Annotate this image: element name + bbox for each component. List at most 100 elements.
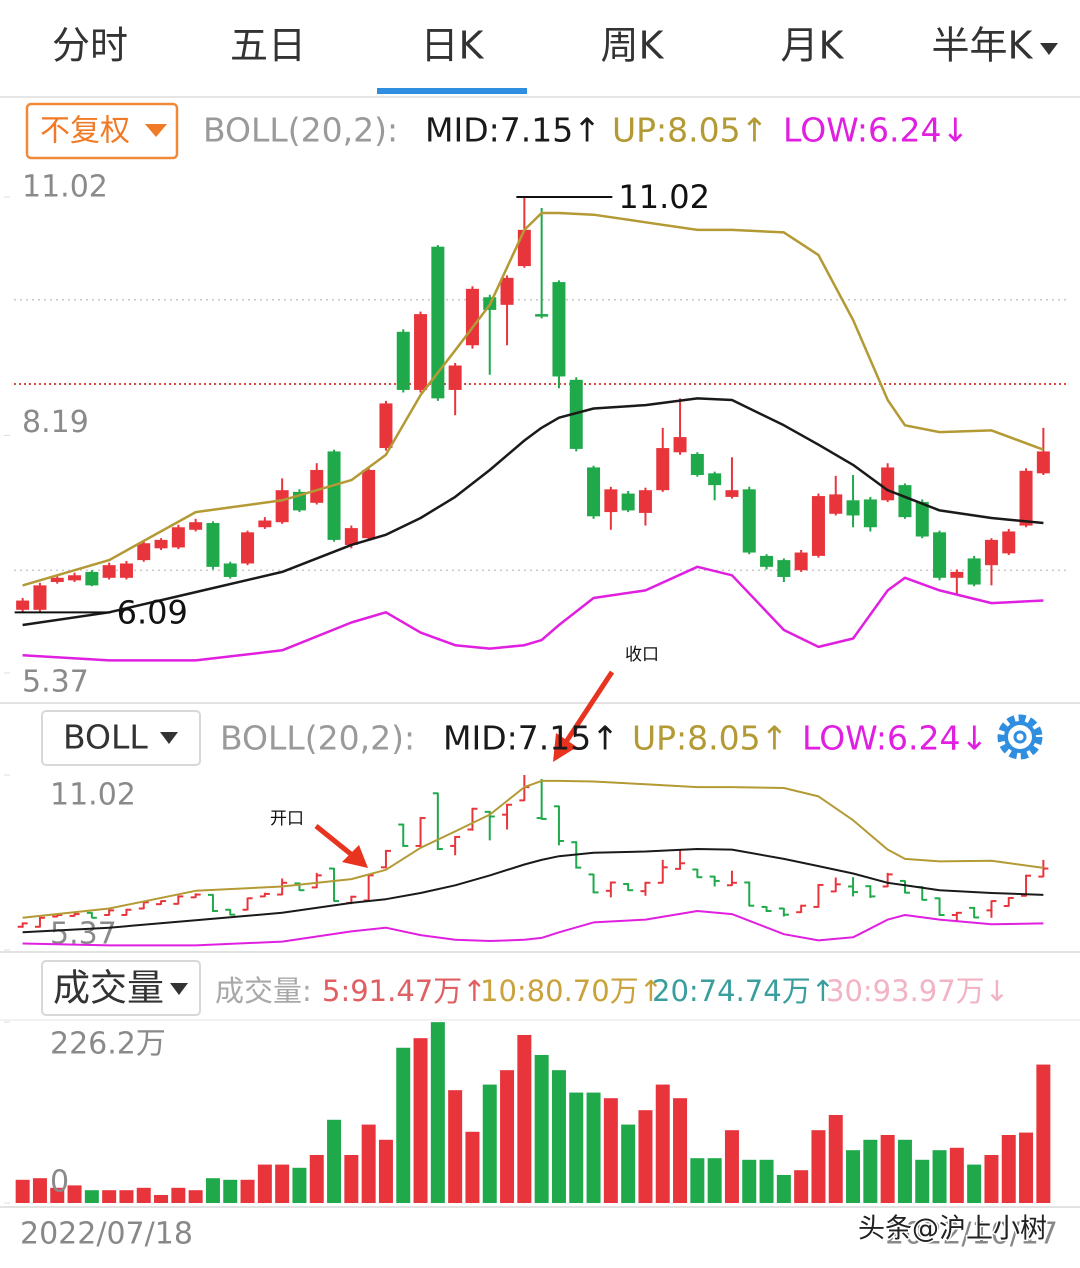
volume-dropdown[interactable] [41, 960, 201, 1016]
gear-body [1004, 721, 1036, 753]
adjust-dropdown[interactable] [25, 102, 179, 160]
volume-bar [327, 1119, 342, 1203]
candle-body [967, 558, 981, 585]
candle-body [673, 437, 687, 453]
volume-bar [794, 1170, 809, 1203]
candle-body [379, 403, 393, 449]
high-marker-label: 11.02 [618, 178, 710, 216]
volume-bar [154, 1194, 169, 1203]
legend-entry: 30:93.97万↓ [826, 974, 1009, 1008]
tab[interactable]: 周K [601, 24, 665, 68]
candle-body [950, 571, 964, 578]
arrow-head [553, 733, 577, 762]
candle-body [760, 555, 774, 567]
volume-bar [880, 1134, 895, 1203]
volume-bar [811, 1130, 826, 1203]
volume-selector: 成交量 [53, 967, 164, 1010]
volume-bar [378, 1139, 393, 1203]
legend-entry: 5:91.47万↑ [322, 974, 487, 1008]
volume-bar [655, 1084, 670, 1203]
candle-body [690, 453, 704, 476]
volume-bar [897, 1139, 912, 1203]
dropdown-caret [1040, 43, 1058, 55]
indicator-label: BOLL(20,2): [220, 719, 415, 758]
candle-body [16, 600, 30, 610]
low-marker-label: 6.09 [117, 593, 188, 631]
annotation-arrow [563, 670, 615, 744]
volume-bar [240, 1179, 255, 1203]
candle-body [794, 552, 808, 571]
candle-body [604, 489, 618, 513]
dropdown-caret [160, 732, 178, 744]
volume-bar [828, 1114, 843, 1203]
gear-teeth [997, 714, 1043, 760]
candle-body [258, 520, 272, 528]
tab[interactable]: 五日 [230, 24, 306, 68]
indicator-dropdown[interactable] [41, 710, 201, 766]
candle-body [223, 563, 237, 577]
candle-body [587, 467, 601, 517]
volume-bar [67, 1185, 82, 1203]
indicator-selector: BOLL [63, 718, 148, 757]
volume-bar [396, 1047, 411, 1203]
candle-body [171, 527, 185, 548]
candle-body [431, 246, 445, 399]
candle-body [829, 494, 843, 514]
settings-gear[interactable] [997, 714, 1043, 760]
candle-body [708, 473, 722, 486]
volume-bar [119, 1190, 134, 1203]
volume-bar [673, 1098, 688, 1203]
candle-body [465, 288, 479, 346]
candle-body [344, 528, 358, 545]
volume-bar [517, 1034, 532, 1203]
tab[interactable]: 日K [421, 24, 485, 68]
y-tick-label: 11.02 [50, 778, 136, 813]
tab[interactable]: 月K [781, 24, 845, 68]
candle-body [621, 493, 635, 511]
volume-bar [223, 1179, 238, 1203]
volume-bar [915, 1159, 930, 1203]
candle-body [1036, 451, 1050, 474]
legend-entry: LOW:6.24↓ [783, 111, 969, 150]
candle-body [863, 499, 877, 528]
annotation-label: 开口 [270, 809, 304, 829]
candle-body [898, 485, 912, 518]
volume-bar [967, 1164, 982, 1203]
candle-body [68, 575, 82, 581]
candle-body [154, 539, 168, 549]
volume-bar [984, 1154, 999, 1203]
volume-bar [534, 1054, 549, 1203]
tab[interactable]: 分时 [52, 24, 128, 68]
y-tick-label: 11.02 [22, 170, 108, 205]
candle-body [448, 365, 462, 390]
end-date: 2022/10/17 [885, 1217, 1058, 1252]
legend-entry: UP:8.05↑ [632, 719, 788, 758]
candle-body [915, 501, 929, 537]
volume-bar [482, 1084, 497, 1203]
legend-entry: 20:74.74万↑ [652, 974, 835, 1008]
volume-bar [84, 1190, 99, 1203]
candle-body [881, 467, 895, 501]
candle-body [362, 469, 376, 539]
volume-bar [707, 1158, 722, 1203]
dropdown-caret [145, 124, 167, 137]
candle-body [535, 314, 549, 317]
adjust-label: 不复权 [40, 114, 130, 149]
volume-bar [32, 1178, 47, 1203]
volume-indicator: 成交量: [215, 974, 312, 1008]
candle-body [500, 277, 514, 305]
arrow-head [342, 845, 368, 868]
volume-bar [102, 1190, 117, 1203]
volume-bar [15, 1179, 30, 1203]
candle-body [241, 532, 255, 564]
annotation-label: 收口 [625, 645, 659, 665]
volume-bar [309, 1154, 324, 1203]
volume-bar [724, 1130, 739, 1203]
volume-bar [430, 1022, 445, 1203]
volume-bar [136, 1187, 151, 1203]
tab[interactable]: 半年K [932, 24, 1034, 68]
volume-bar [344, 1154, 359, 1203]
volume-bar [621, 1124, 636, 1203]
volume-bar [465, 1131, 480, 1203]
legend-entry: MID:7.15↑ [443, 719, 619, 758]
